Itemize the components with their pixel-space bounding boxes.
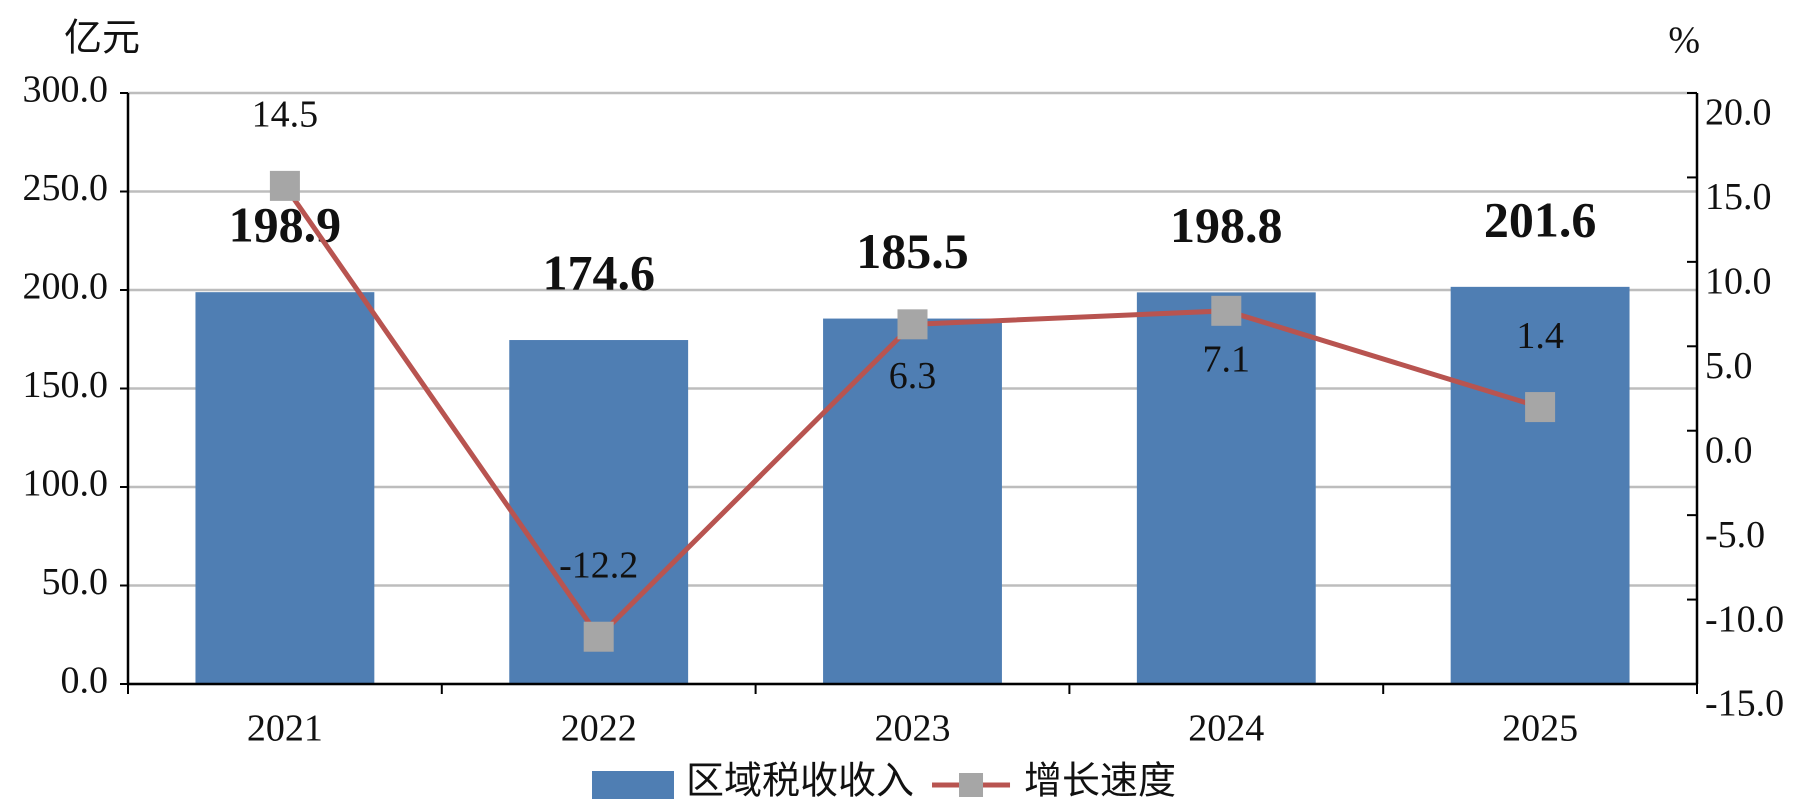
bar-value-label: 201.6 [1484,191,1597,247]
y-tick-label: 100.0 [23,463,109,505]
y2-tick-label: -10.0 [1705,598,1784,640]
marker [583,621,614,652]
y-tick-label: 150.0 [23,364,109,406]
y-tick-label: 300.0 [23,69,109,111]
y2-tick-label: 5.0 [1705,345,1753,387]
bar-value-label: 174.6 [542,245,655,301]
legend-label: 区域税收收入 [686,761,914,803]
y2-tick-label: 15.0 [1705,176,1772,218]
legend-marker [959,773,984,797]
bar [1136,292,1316,684]
x-tick-label: 2022 [561,708,637,750]
marker [1525,392,1556,423]
y2-tick-label: 10.0 [1705,261,1772,303]
legend-swatch [592,771,674,799]
bar-value-label: 185.5 [856,223,969,279]
marker [269,170,300,201]
x-tick-label: 2023 [875,708,951,750]
legend-label: 增长速度 [1024,761,1176,803]
y-tick-label: 250.0 [23,167,109,209]
y-tick-label: 200.0 [23,266,109,308]
x-tick-label: 2021 [247,708,323,750]
y-tick-label: 0.0 [61,660,109,702]
y2-tick-label: 20.0 [1705,92,1772,134]
y2-axis-label: % [1668,20,1700,62]
y2-tick-label: -15.0 [1705,683,1784,725]
line-value-label: -12.2 [559,544,638,586]
bar [195,292,375,684]
bar [1450,286,1630,684]
line-value-label: 6.3 [889,355,937,397]
y-tick-label: 50.0 [42,561,109,603]
bar-value-label: 198.8 [1170,197,1283,253]
y2-tick-label: -5.0 [1705,514,1765,556]
line-value-label: 7.1 [1203,339,1251,381]
marker [897,309,928,340]
bar [823,318,1002,684]
y-axis-label: 亿元 [64,18,140,60]
line-value-label: 1.4 [1516,315,1564,357]
x-tick-label: 2024 [1188,708,1264,750]
marker [1211,295,1242,326]
y2-tick-label: 0.0 [1705,429,1753,471]
line-value-label: 14.5 [252,94,319,136]
x-tick-label: 2025 [1502,708,1578,750]
